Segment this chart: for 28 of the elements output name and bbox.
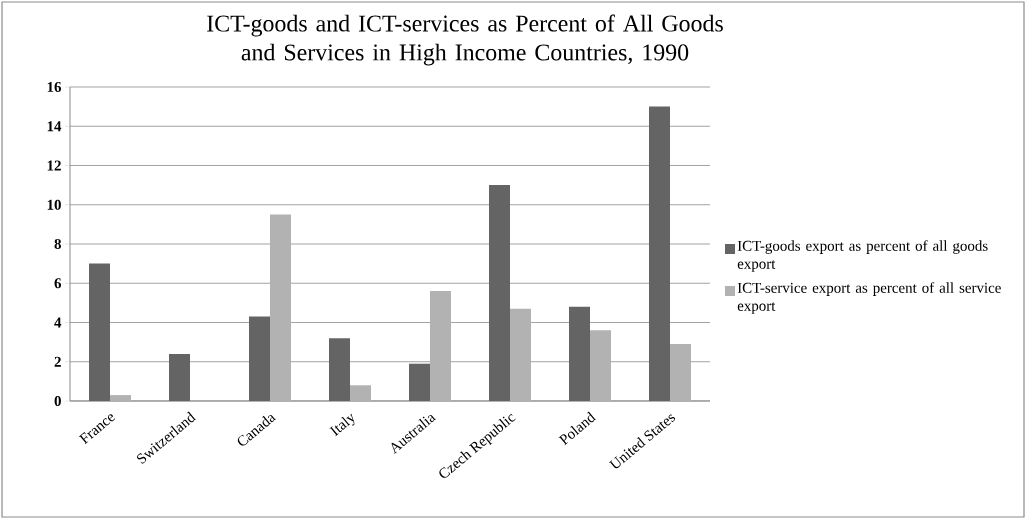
y-tick-label: 2	[54, 356, 61, 367]
bar	[329, 338, 351, 401]
bar	[569, 306, 591, 401]
bar	[110, 395, 132, 401]
chart-title: ICT-goods and ICT-services as Percent of All Goods and Services in High Income Countries, 1990	[207, 14, 723, 66]
y-tick-label: 14	[47, 121, 62, 132]
bar	[489, 185, 511, 401]
bar	[249, 316, 271, 401]
y-tick-label: 4	[54, 317, 62, 328]
y-tick-label: 8	[54, 238, 61, 250]
y-tick-label: 12	[47, 160, 61, 171]
bar	[590, 330, 612, 401]
y-tick-label: 16	[47, 81, 62, 92]
bar	[270, 214, 292, 401]
bar	[670, 344, 692, 401]
bar	[350, 385, 372, 401]
bar	[430, 291, 452, 401]
legend-label: ICT-goods export as percent of all goods export	[737, 240, 988, 272]
y-tick-label: 0	[54, 395, 61, 407]
legend-label: ICT-service export as percent of all service export	[737, 282, 1001, 314]
y-tick-label: 10	[47, 199, 61, 210]
bar	[169, 353, 191, 401]
x-tick-label: Italy	[329, 413, 355, 437]
bar	[649, 106, 671, 401]
bar	[409, 363, 431, 401]
bar	[510, 308, 532, 401]
y-tick-label: 6	[54, 278, 62, 289]
bar	[89, 263, 111, 401]
